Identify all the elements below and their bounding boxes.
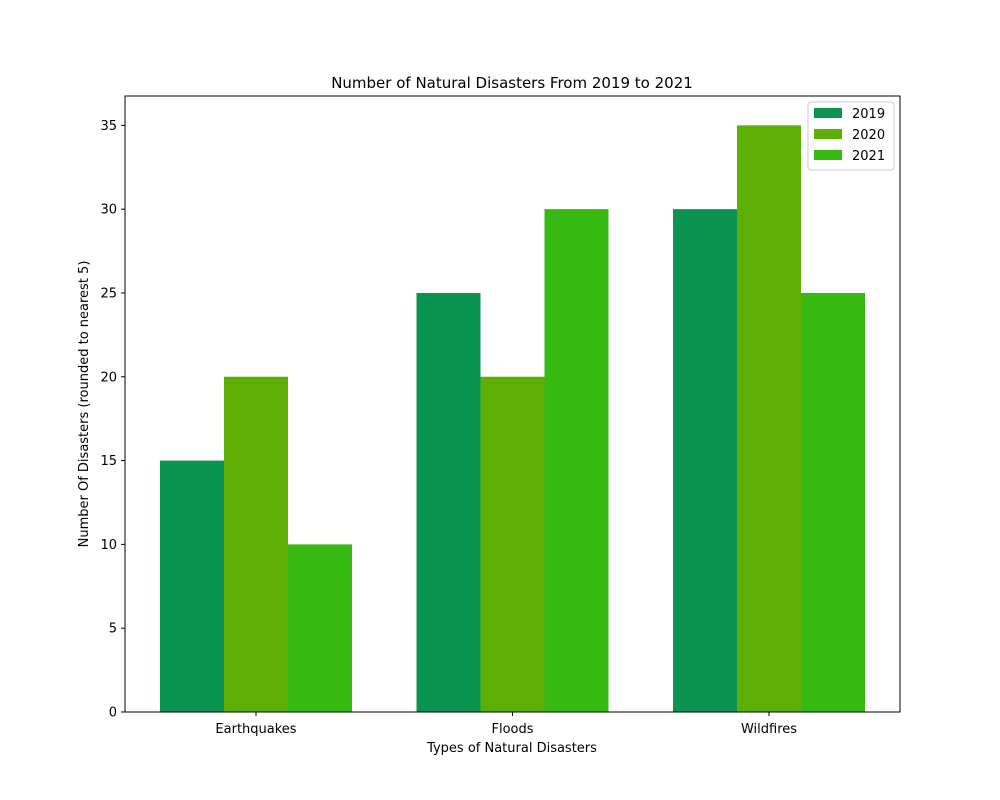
- y-axis: 0 5 10 15 20 25 30 35: [100, 119, 125, 721]
- x-tick-label: Wildfires: [741, 722, 797, 737]
- legend: 2019 2020 2021: [807, 101, 895, 171]
- y-tick-label: 5: [109, 622, 117, 637]
- y-tick-label: 30: [100, 203, 117, 218]
- y-tick-label: 25: [100, 286, 117, 301]
- legend-swatch-2020: [814, 129, 842, 139]
- y-tick-label: 10: [100, 538, 117, 553]
- bars-layer: [160, 125, 865, 713]
- bar-floods-2020: [480, 376, 545, 712]
- bar-earthquakes-2021: [288, 544, 352, 712]
- bar-floods-2021: [544, 209, 609, 712]
- x-axis-label: Types of Natural Disasters: [426, 741, 597, 756]
- legend-label-2020: 2020: [852, 128, 885, 143]
- y-axis-label: Number Of Disasters (rounded to nearest …: [77, 261, 92, 548]
- y-tick-label: 15: [100, 454, 117, 469]
- legend-swatch-2019: [814, 108, 842, 118]
- chart-title: Number of Natural Disasters From 2019 to…: [331, 74, 693, 92]
- x-axis: Earthquakes Floods Wildfires: [215, 712, 797, 737]
- y-tick-label: 0: [109, 706, 117, 721]
- bar-earthquakes-2019: [160, 460, 224, 712]
- legend-label-2021: 2021: [852, 149, 885, 164]
- bar-floods-2019: [416, 292, 481, 712]
- x-tick-label: Earthquakes: [215, 722, 296, 737]
- legend-label-2019: 2019: [852, 107, 885, 122]
- y-tick-label: 20: [100, 370, 117, 385]
- bar-wildfires-2019: [673, 209, 737, 712]
- y-tick-label: 35: [100, 119, 117, 134]
- bar-wildfires-2020: [737, 125, 801, 713]
- bar-earthquakes-2020: [224, 376, 288, 712]
- bar-wildfires-2021: [801, 292, 865, 712]
- legend-swatch-2021: [814, 150, 842, 160]
- x-tick-label: Floods: [491, 722, 533, 737]
